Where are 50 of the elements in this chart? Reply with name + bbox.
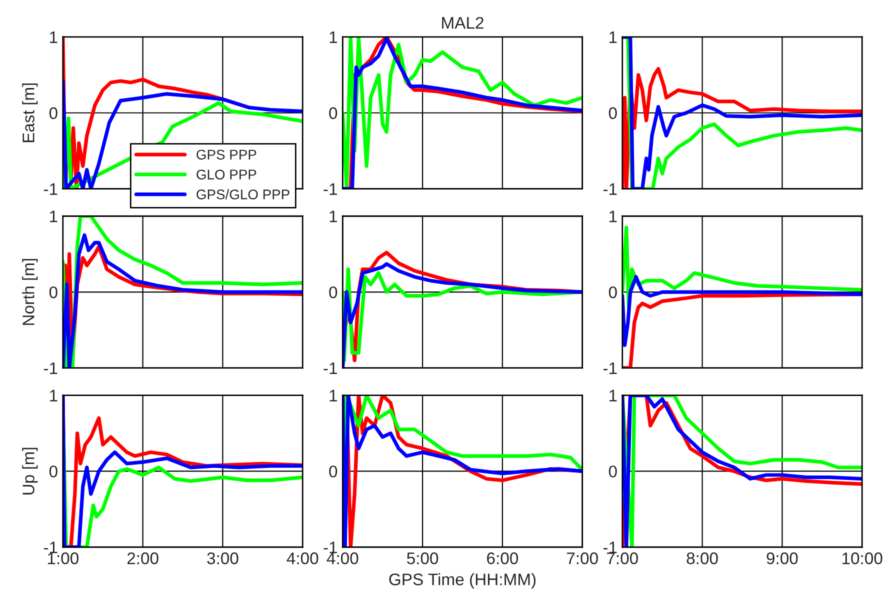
y-tick-label: -1 (603, 362, 617, 374)
x-tick-label: 5:00 (406, 552, 438, 564)
x-tick-label: 4:00 (326, 552, 358, 564)
legend-label: GPS PPP (196, 150, 256, 160)
y-tick-label: 1 (610, 390, 617, 402)
y-tick-label: 1 (610, 32, 617, 43)
y-axis-title: Up [m] (22, 448, 38, 494)
x-tick-label: 3:00 (207, 552, 238, 564)
x-tick-label: 2:00 (127, 552, 158, 564)
x-tick-label: 7:00 (607, 552, 638, 564)
y-tick-label: 0 (329, 286, 338, 298)
y-tick-label: 0 (329, 466, 338, 478)
x-axis-title: GPS Time (HH:MM) (389, 573, 536, 589)
y-tick-label: -1 (603, 183, 617, 195)
y-tick-label: 0 (49, 107, 58, 120)
y-tick-label: 0 (49, 286, 58, 298)
legend-label: GPS/GLO PPP (196, 189, 290, 200)
y-tick-label: -1 (324, 362, 337, 374)
y-tick-label: 1 (330, 210, 337, 222)
x-tick-label: 8:00 (686, 552, 718, 564)
chart-title: MAL2 (442, 16, 484, 29)
y-axis-title: East [m] (22, 83, 38, 142)
y-tick-label: 1 (610, 210, 617, 222)
x-tick-label: 1:00 (48, 552, 78, 564)
y-tick-label: -1 (324, 183, 337, 195)
y-tick-label: 1 (330, 390, 337, 402)
y-tick-label: -1 (324, 542, 337, 554)
y-tick-label: 1 (50, 32, 58, 43)
y-axis-title: North [m] (22, 258, 38, 325)
y-tick-label: -1 (44, 183, 58, 195)
x-tick-label: 4:00 (286, 552, 318, 564)
y-tick-label: -1 (44, 542, 58, 554)
y-tick-label: 1 (50, 390, 58, 402)
y-tick-label: 0 (608, 466, 617, 478)
y-tick-label: -1 (603, 542, 617, 554)
y-tick-label: 0 (329, 107, 338, 120)
y-tick-label: 0 (608, 107, 617, 120)
y-tick-label: -1 (44, 362, 58, 374)
line-series (342, 395, 582, 548)
line-series (622, 275, 862, 347)
legend-label: GLO PPP (196, 170, 256, 180)
y-tick-label: 1 (50, 210, 58, 222)
x-tick-label: 7:00 (566, 552, 598, 564)
y-tick-label: 0 (49, 466, 58, 478)
x-tick-label: 9:00 (766, 552, 798, 564)
line-series (342, 36, 582, 189)
x-tick-label: 10:00 (842, 552, 882, 564)
x-tick-label: 6:00 (487, 552, 518, 564)
y-tick-label: 0 (608, 286, 617, 298)
y-tick-label: 1 (330, 32, 337, 43)
